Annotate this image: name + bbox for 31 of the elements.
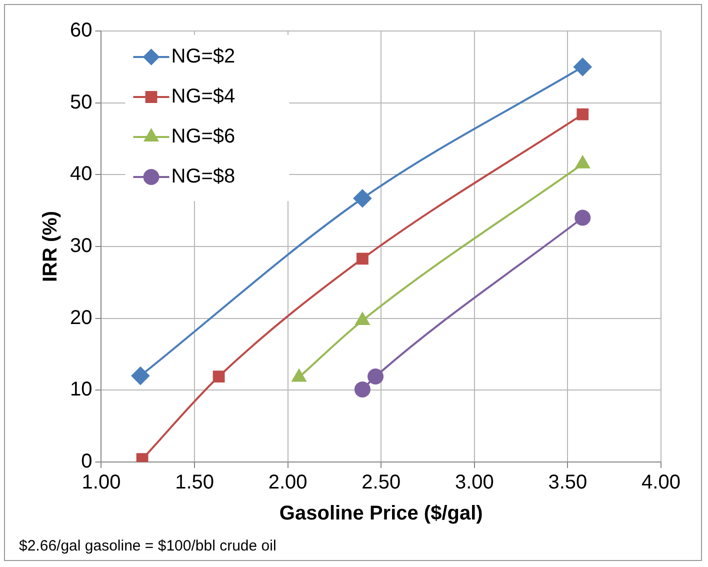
y-axis-title: IRR (%) bbox=[40, 210, 62, 282]
x-tick-label: 1.00 bbox=[82, 472, 121, 494]
point bbox=[354, 381, 370, 398]
y-tick-label: 0 bbox=[81, 450, 92, 473]
y-tick-label: 30 bbox=[70, 235, 92, 258]
x-axis-title: Gasoline Price ($/gal) bbox=[279, 502, 483, 525]
x-tick-label: 4.00 bbox=[642, 472, 680, 494]
text: $2.66/gal gasoline = $100/bbl crude oil bbox=[19, 538, 276, 555]
x-tick-label: 2.00 bbox=[268, 472, 308, 494]
legend-label: NG=$6 bbox=[171, 126, 236, 148]
point bbox=[576, 108, 589, 120]
point bbox=[292, 369, 306, 382]
point bbox=[368, 368, 384, 385]
y-tick-label: 10 bbox=[70, 378, 92, 401]
y-tick-label: 40 bbox=[70, 163, 92, 186]
y-tick-label: 60 bbox=[70, 20, 92, 42]
x-tick-label: 3.00 bbox=[454, 472, 494, 494]
point bbox=[212, 370, 225, 382]
y-tick-label: 50 bbox=[70, 91, 92, 114]
x-tick-label: 1.50 bbox=[175, 472, 214, 494]
point bbox=[356, 252, 368, 265]
point bbox=[574, 58, 592, 76]
legend-label: NG=$8 bbox=[171, 166, 236, 188]
x-tick-label: 3.50 bbox=[548, 472, 588, 494]
legend-label: NG=$2 bbox=[171, 46, 236, 68]
y-tick-label: 20 bbox=[70, 306, 92, 329]
point bbox=[353, 189, 372, 208]
point bbox=[131, 366, 150, 385]
point bbox=[574, 210, 591, 226]
x-tick-label: 2.50 bbox=[362, 472, 401, 494]
legend-label: NG=$4 bbox=[171, 86, 236, 108]
